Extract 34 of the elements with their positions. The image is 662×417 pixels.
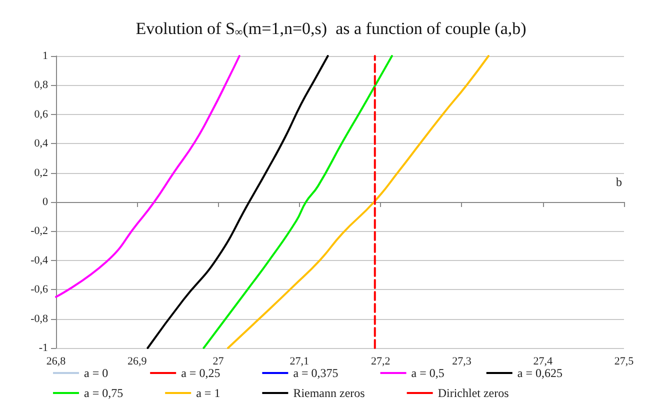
x-tick-label: 27,4	[533, 356, 553, 368]
y-tick-label: 0	[42, 196, 48, 208]
x-tick-label: 26,8	[46, 356, 66, 368]
chart-title: Evolution of S∞(m=1,n=0,s) as a function of couple (a,b)	[136, 19, 526, 38]
legend-label: Riemann zeros	[293, 386, 366, 400]
y-tick-label: -0,4	[30, 254, 48, 266]
x-tick-label: 27,3	[452, 356, 472, 368]
legend-label: a = 0,75	[84, 386, 124, 400]
legend-label: a = 0	[84, 366, 108, 380]
legend-label: a = 0,375	[293, 366, 338, 380]
x-tick-label: 27,1	[290, 356, 310, 368]
y-tick-label: 0,4	[34, 138, 48, 150]
y-tick-label: 0,6	[34, 108, 48, 120]
line-series	[146, 55, 329, 349]
legend-label: a = 0,5	[411, 366, 444, 380]
x-tick-label: 27	[212, 356, 224, 368]
y-tick-label: -0,2	[30, 225, 48, 238]
y-tick-label: -1	[38, 342, 48, 354]
y-tick-label: -0,8	[30, 312, 48, 325]
legend-label: a = 1	[196, 386, 220, 400]
line-series	[227, 55, 490, 349]
y-tick-label: 0,2	[34, 166, 48, 179]
legend-label: a = 0,25	[181, 366, 220, 380]
legend-label: Dirichlet zeros	[438, 386, 510, 400]
y-tick-label: 1	[42, 50, 48, 62]
y-tick-label: 0,8	[34, 79, 48, 92]
x-axis-title: b	[616, 175, 622, 189]
line-series	[202, 55, 393, 349]
x-tick-label: 27,5	[614, 356, 634, 368]
y-tick-label: -0,6	[30, 284, 48, 296]
legend-label: a = 0,625	[517, 366, 562, 380]
x-tick-label: 26,9	[128, 356, 148, 368]
line-series	[55, 55, 240, 298]
x-tick-label: 27,2	[370, 356, 390, 368]
